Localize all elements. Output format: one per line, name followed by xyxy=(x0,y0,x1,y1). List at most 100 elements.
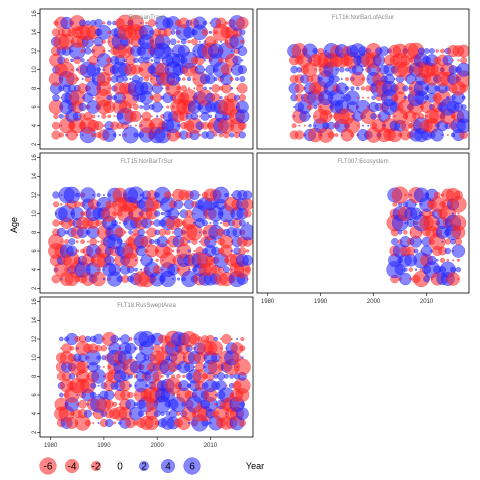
bubble xyxy=(113,115,116,118)
bubble xyxy=(69,346,75,351)
bubble xyxy=(232,55,242,65)
bubble xyxy=(214,133,218,137)
bubble xyxy=(194,64,205,75)
bubble xyxy=(371,95,376,100)
legend-label: 4 xyxy=(165,462,171,473)
bubble xyxy=(172,278,175,281)
bubble xyxy=(113,421,116,425)
bubble xyxy=(140,268,143,271)
bubble xyxy=(243,190,253,200)
bubble xyxy=(80,187,96,203)
bubble xyxy=(150,347,153,350)
bubble xyxy=(404,193,407,197)
bubble xyxy=(230,86,234,90)
bubble xyxy=(102,49,106,53)
bubble xyxy=(134,259,137,262)
y-tick-label: 10 xyxy=(32,210,38,217)
y-tick-label: 14 xyxy=(32,172,38,179)
panel-3: FLT15:NorBarTrSur 2 4 6 8 10 12 14 16 xyxy=(32,152,254,294)
bubble xyxy=(237,46,248,56)
bubble xyxy=(209,86,212,90)
bubble xyxy=(93,121,104,131)
bubble xyxy=(238,247,247,255)
bubble xyxy=(450,266,457,273)
bubble xyxy=(150,59,154,62)
bubble xyxy=(367,96,370,99)
bubble xyxy=(208,30,212,34)
bubble xyxy=(188,268,191,271)
panel-title: FLT18:RusSweptArea xyxy=(117,303,176,309)
bubble xyxy=(213,39,219,45)
bubble xyxy=(240,337,245,341)
bubble xyxy=(204,68,207,71)
y-tick-label: 12 xyxy=(32,47,38,54)
bubble xyxy=(344,117,361,134)
bubble xyxy=(112,401,118,407)
bubble xyxy=(150,115,153,118)
bubble xyxy=(230,337,233,341)
bubble xyxy=(89,237,98,246)
bubble xyxy=(78,400,87,409)
bubble xyxy=(444,247,452,255)
bubble xyxy=(52,219,60,227)
bubble xyxy=(372,54,386,67)
bubble xyxy=(152,265,162,275)
bubble xyxy=(58,132,64,138)
bubble xyxy=(220,221,223,224)
legend-item: 2 xyxy=(138,460,150,473)
y-tick-label: 14 xyxy=(32,316,38,323)
bubbles xyxy=(48,186,253,288)
bubble xyxy=(457,44,469,58)
bubble xyxy=(403,267,408,272)
bubble xyxy=(129,356,132,359)
bubble xyxy=(189,190,200,200)
bubble xyxy=(303,124,306,127)
bubble xyxy=(403,95,408,100)
bubble xyxy=(244,266,251,273)
bubble xyxy=(212,186,230,204)
bubble xyxy=(110,334,119,344)
y-tick-label: 16 xyxy=(32,154,38,161)
bubble xyxy=(356,124,359,127)
bubble xyxy=(108,87,111,90)
legend-item: -4 xyxy=(64,459,79,474)
y-tick-label: 8 xyxy=(32,86,38,90)
bubble xyxy=(350,132,355,138)
bubble xyxy=(128,384,133,388)
bubble xyxy=(166,40,169,43)
bubble xyxy=(155,115,159,118)
bubble xyxy=(213,336,218,342)
bubble xyxy=(294,130,305,140)
y-tick-label: 6 xyxy=(32,249,38,253)
bubble xyxy=(224,192,229,198)
bubble xyxy=(220,40,223,43)
bubble xyxy=(202,20,208,26)
bubble xyxy=(101,39,107,44)
bubble xyxy=(68,238,76,246)
bubble xyxy=(90,382,97,389)
bubble xyxy=(237,65,247,75)
x-tick-label: 1980 xyxy=(44,443,58,449)
bubble xyxy=(198,40,201,43)
bubble xyxy=(118,133,121,137)
bubble xyxy=(140,22,143,25)
panels-layer: RussianTrawl 2 4 6 8 10 12 14 16 FLT16:NorBarLofA… xyxy=(32,8,470,449)
bubble xyxy=(239,401,246,408)
bubble xyxy=(441,133,444,136)
y-tick-label: 4 xyxy=(32,123,38,127)
bubble xyxy=(350,86,355,91)
bubble xyxy=(233,358,251,376)
bubble xyxy=(81,77,84,80)
bubble xyxy=(60,240,63,243)
panel-5: FLT18:RusSweptArea 2 4 6 8 10 12 14 16 1980 1990 20… xyxy=(32,296,254,449)
bubble xyxy=(91,114,96,119)
bubble xyxy=(223,373,229,379)
bubble xyxy=(427,255,437,265)
bubble xyxy=(97,240,100,243)
bubble xyxy=(53,113,59,120)
bubble xyxy=(107,114,112,119)
bubble xyxy=(214,240,217,243)
bubble xyxy=(238,419,246,427)
bubble xyxy=(64,57,70,63)
